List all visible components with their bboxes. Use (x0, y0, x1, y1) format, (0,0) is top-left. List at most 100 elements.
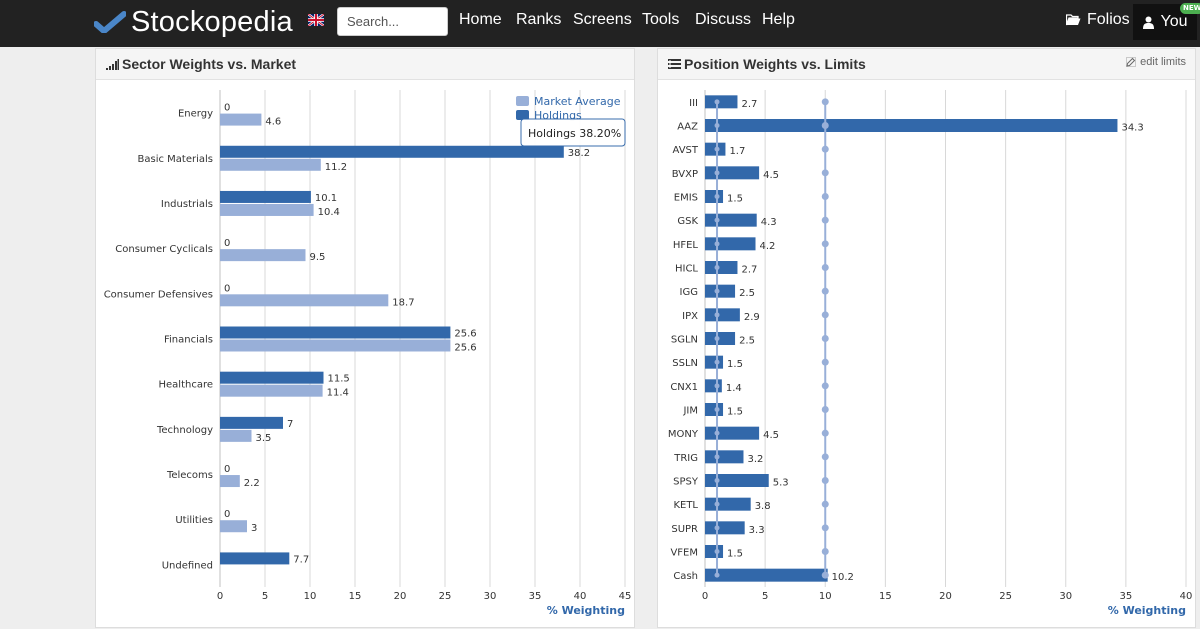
limit-marker[interactable] (714, 194, 720, 199)
market-bar-financials[interactable] (220, 339, 451, 352)
limit-marker[interactable] (714, 123, 720, 128)
position-bar-gsk[interactable] (705, 213, 757, 227)
market-bar-healthcare[interactable] (220, 384, 323, 397)
limit-marker[interactable] (821, 524, 829, 532)
limit-marker[interactable] (714, 549, 720, 554)
limit-marker[interactable] (821, 311, 829, 319)
nav-home[interactable]: Home (459, 11, 502, 28)
position-bar-igg[interactable] (705, 284, 736, 298)
limit-marker[interactable] (821, 169, 829, 177)
limit-marker[interactable] (714, 336, 720, 341)
limit-marker[interactable] (821, 358, 829, 366)
limit-marker[interactable] (714, 478, 720, 483)
x-tick-label: 35 (529, 591, 542, 602)
ticker-label-ipx: IPX (682, 311, 698, 322)
limit-marker[interactable] (714, 525, 720, 531)
x-tick-label: 5 (762, 591, 768, 602)
market-bar-consumer-defensives[interactable] (220, 294, 389, 307)
market-bar-energy[interactable] (220, 113, 262, 126)
category-label-telecoms: Telecoms (166, 470, 213, 481)
position-bar-jim[interactable] (705, 403, 724, 416)
holdings-bar-technology[interactable] (220, 416, 283, 429)
limit-marker[interactable] (821, 122, 829, 129)
limit-marker[interactable] (714, 241, 720, 247)
limit-marker[interactable] (821, 571, 829, 579)
limit-marker[interactable] (714, 312, 720, 318)
ticker-label-aaz: AAZ (677, 122, 698, 133)
limit-marker[interactable] (821, 264, 829, 271)
position-bar-sgln[interactable] (705, 332, 736, 345)
legend-swatch-holdings[interactable] (516, 110, 529, 120)
market-bar-telecoms[interactable] (220, 475, 240, 488)
position-weights-chart[interactable]: 0 5 10 15 20 25 30 35 40 III 2.7 AAZ 34.3 AVST 1.7 BVXP… (658, 49, 1197, 629)
nav-discuss[interactable]: Discuss (695, 11, 752, 28)
holdings-bar-undefined[interactable] (220, 552, 290, 565)
x-tick-label: 40 (574, 591, 587, 602)
limit-marker[interactable] (714, 146, 720, 152)
legend-label-market[interactable]: Market Average (534, 95, 621, 108)
limit-marker[interactable] (821, 548, 829, 555)
market-bar-technology[interactable] (220, 429, 252, 442)
market-bar-consumer-cyclicals[interactable] (220, 249, 306, 262)
limit-marker[interactable] (714, 265, 720, 270)
nav-ranks[interactable]: Ranks (516, 11, 562, 28)
position-bar-iii[interactable] (705, 95, 738, 109)
holdings-bar-industrials[interactable] (220, 190, 311, 203)
edit-limits-link[interactable]: edit limits (1126, 56, 1186, 68)
position-bar-spsy[interactable] (705, 474, 769, 487)
uk-flag-icon[interactable] (308, 14, 324, 26)
limit-marker[interactable] (821, 216, 829, 224)
brand-logo[interactable]: Stockopedia (94, 6, 293, 38)
limit-marker[interactable] (714, 572, 720, 578)
position-bar-ipx[interactable] (705, 308, 740, 322)
position-bar-mony[interactable] (705, 426, 760, 440)
position-bar-hfel[interactable] (705, 237, 756, 251)
position-bar-vfem[interactable] (705, 545, 724, 558)
position-bar-trig[interactable] (705, 450, 744, 464)
limit-marker[interactable] (821, 193, 829, 200)
limit-marker[interactable] (714, 407, 720, 412)
position-bar-ssln[interactable] (705, 355, 724, 369)
limit-marker[interactable] (714, 383, 720, 389)
nav-tools[interactable]: Tools (642, 11, 680, 28)
limit-marker[interactable] (714, 217, 720, 223)
market-bar-basic-materials[interactable] (220, 158, 321, 171)
limit-marker[interactable] (714, 99, 720, 105)
limit-marker[interactable] (821, 335, 829, 342)
holdings-bar-healthcare[interactable] (220, 371, 324, 384)
position-bar-ketl[interactable] (705, 497, 751, 511)
position-bar-aaz[interactable] (705, 119, 1118, 132)
legend-swatch-market[interactable] (516, 96, 529, 106)
limit-marker[interactable] (714, 359, 720, 365)
holdings-bar-financials[interactable] (220, 326, 451, 339)
nav-help[interactable]: Help (762, 11, 795, 28)
limit-marker[interactable] (821, 429, 829, 437)
position-bar-emis[interactable] (705, 190, 724, 203)
position-bar-bvxp[interactable] (705, 166, 760, 180)
search-input[interactable]: Search... (337, 7, 448, 36)
limit-marker[interactable] (821, 453, 829, 461)
limit-marker[interactable] (714, 288, 720, 294)
limit-marker[interactable] (714, 170, 720, 176)
position-bar-supr[interactable] (705, 521, 745, 535)
limit-marker[interactable] (714, 430, 720, 436)
limit-marker[interactable] (821, 406, 829, 413)
limit-marker[interactable] (821, 382, 829, 390)
position-bar-cash[interactable] (705, 568, 828, 582)
limit-marker[interactable] (821, 98, 829, 106)
limit-marker[interactable] (714, 501, 720, 507)
folios-button[interactable]: Folios (1066, 11, 1130, 29)
limit-marker[interactable] (821, 287, 829, 295)
limit-marker[interactable] (821, 477, 829, 484)
limit-marker[interactable] (821, 145, 829, 153)
limit-marker[interactable] (821, 500, 829, 508)
limit-marker[interactable] (821, 240, 829, 248)
nav-screens[interactable]: Screens (573, 11, 632, 28)
market-bar-industrials[interactable] (220, 203, 314, 216)
position-bar-hicl[interactable] (705, 261, 738, 274)
edit-pencil-icon (1126, 57, 1136, 67)
market-bar-utilities[interactable] (220, 520, 247, 533)
limit-marker[interactable] (714, 454, 720, 460)
holdings-bar-basic-materials[interactable] (220, 145, 564, 158)
